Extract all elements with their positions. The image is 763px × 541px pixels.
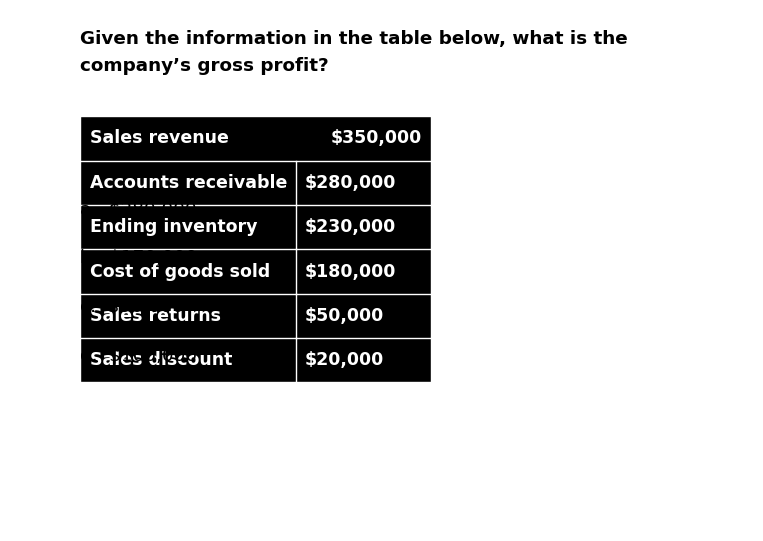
Text: company’s gross profit?: company’s gross profit? [80, 57, 329, 75]
Text: b.  $170,000: b. $170,000 [80, 249, 198, 267]
Text: Accounts receivable: Accounts receivable [90, 174, 288, 192]
Text: $20,000: $20,000 [305, 351, 385, 370]
Text: Sales returns: Sales returns [90, 307, 221, 325]
Text: Given the information in the table below, what is the: Given the information in the table below… [80, 30, 628, 48]
Text: Ending inventory: Ending inventory [90, 218, 258, 236]
Text: Cost of goods sold: Cost of goods sold [90, 262, 270, 281]
Text: Sales revenue: Sales revenue [90, 129, 229, 148]
Text: $50,000: $50,000 [305, 307, 385, 325]
Text: d.  $100,000: d. $100,000 [80, 346, 198, 364]
Text: $230,000: $230,000 [305, 218, 396, 236]
Text: $350,000: $350,000 [330, 129, 422, 148]
Text: a.  $280,000: a. $280,000 [80, 200, 197, 218]
Text: $280,000: $280,000 [305, 174, 397, 192]
Text: c.  $50,000: c. $50,000 [80, 298, 184, 315]
Text: $180,000: $180,000 [305, 262, 397, 281]
Text: Sales discount: Sales discount [90, 351, 233, 370]
